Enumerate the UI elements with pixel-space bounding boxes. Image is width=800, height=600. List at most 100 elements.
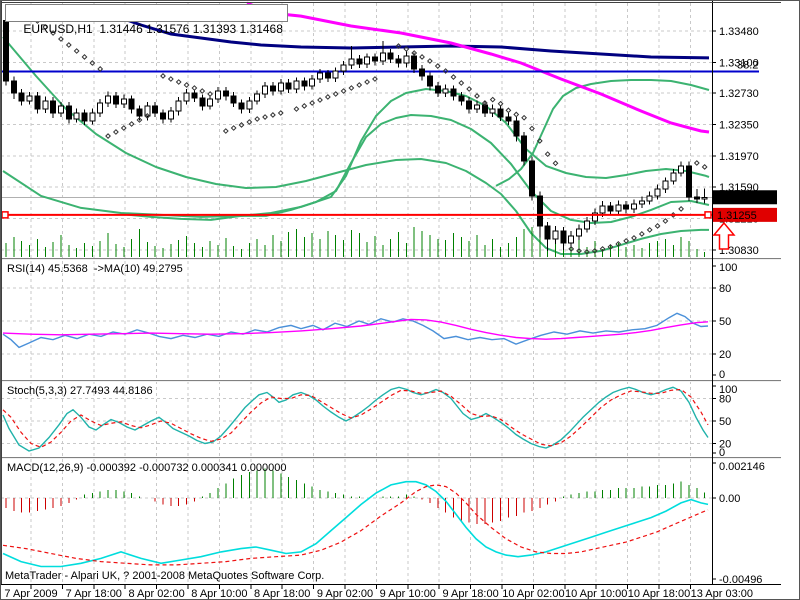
candle-body <box>591 212 598 222</box>
candle-body <box>623 204 630 210</box>
candle-body <box>631 203 637 210</box>
sar-dot <box>576 247 582 254</box>
candle-body <box>262 85 269 95</box>
sar-dot <box>199 88 206 94</box>
candle-body <box>403 55 410 64</box>
sar-dots-layer <box>34 18 708 255</box>
sar-dot <box>160 73 166 79</box>
price-axis-layer: 1.334801.331001.327301.323501.319701.315… <box>712 26 777 586</box>
stoch-k-line <box>2 386 709 452</box>
hline-marker-right[interactable] <box>704 211 712 219</box>
sar-dot <box>105 133 111 139</box>
candle-body <box>395 58 402 64</box>
hline-price-badge-text: 1.31255 <box>717 210 757 222</box>
candle-body <box>654 188 661 197</box>
candle-body <box>340 64 347 72</box>
candle-body <box>230 95 237 104</box>
band-line <box>2 88 710 218</box>
candle-body <box>222 90 229 97</box>
hline-marker-left[interactable] <box>1 211 9 219</box>
time-axis-label: 10 Apr 18:00 <box>628 588 690 600</box>
time-axis-label: 9 Apr 02:00 <box>317 588 373 600</box>
candle-body <box>199 97 206 107</box>
macd-indicator-label: MACD(12,26,9) -0.000392 -0.000732 0.0003… <box>7 462 287 474</box>
sar-dot <box>97 66 104 72</box>
candle-body <box>269 85 276 92</box>
sar-dot <box>183 82 190 88</box>
candle-body <box>10 80 17 94</box>
sar-dot <box>646 226 653 233</box>
sar-dot <box>403 46 410 52</box>
ma-fast-magenta-line <box>246 1 710 134</box>
sar-dot <box>458 80 465 86</box>
candle-body <box>254 93 261 102</box>
sar-dot <box>167 76 174 82</box>
candle-body <box>371 56 378 62</box>
indicator-axis-label: 0.002146 <box>719 461 765 473</box>
indicator-axis-label: 100 <box>719 384 737 396</box>
indicator-axis-label: 0 <box>719 369 725 381</box>
candle-body <box>489 108 496 114</box>
candle-body <box>214 90 221 100</box>
candle-body <box>419 68 426 77</box>
candle-body <box>309 78 316 87</box>
macd-main-line <box>2 480 709 568</box>
sar-dot <box>615 241 622 247</box>
fib-382-label: 38.2 <box>737 60 758 72</box>
sar-dot <box>238 122 245 128</box>
band-line <box>120 114 710 224</box>
price-axis-label: 1.33100 <box>719 57 759 69</box>
candle-body <box>513 120 520 137</box>
indicator-axis-label: 20 <box>719 439 731 451</box>
ohlc-values-label: 1.31446 1.31576 1.31393 1.31468 <box>99 22 283 36</box>
candle-body <box>50 100 57 114</box>
sar-dot <box>505 107 512 114</box>
candle-body <box>481 104 488 114</box>
candle-body <box>246 100 253 110</box>
price-axis-label: 1.33480 <box>719 26 759 38</box>
sar-dot <box>356 82 363 88</box>
candle-body <box>120 98 127 105</box>
time-axis-label: 13 Apr 03:00 <box>691 588 753 600</box>
sar-dot <box>395 43 402 49</box>
candle-body <box>583 220 590 230</box>
rsi-indicator-label: RSI(14) 45.5368 ->MA(10) 49.2795 <box>7 263 183 275</box>
rsi-ma-line <box>2 318 709 340</box>
sar-dot <box>513 111 520 118</box>
time-axis-label: 7 Apr 2009 <box>4 588 57 600</box>
sar-dot <box>50 30 57 36</box>
sar-dot <box>521 114 528 121</box>
symbol-timeframe-label: EURUSD,H1 <box>23 22 93 36</box>
candle-body <box>678 165 685 174</box>
sar-dot <box>277 110 284 116</box>
candle-body <box>646 195 653 202</box>
sar-dot <box>364 79 371 85</box>
sar-dot <box>693 160 700 166</box>
sar-dot <box>623 237 630 244</box>
grid-layer <box>1 3 712 584</box>
candle-body <box>160 112 166 120</box>
price-axis-label: 1.32350 <box>719 119 759 131</box>
indicator-axis-label: 20 <box>719 349 731 361</box>
candle-body <box>144 105 151 117</box>
candle-body <box>576 228 583 237</box>
hline-price-badge <box>713 207 777 222</box>
sar-dot <box>89 60 96 66</box>
candle-body <box>356 58 363 65</box>
sar-dot <box>254 116 261 122</box>
candle-body <box>167 110 174 120</box>
price-axis-label: 1.32730 <box>719 88 759 100</box>
indicator-axis-label: 80 <box>719 283 731 295</box>
candle-body <box>128 98 135 110</box>
indicator-axis-label: 0.00 <box>719 493 740 505</box>
candle-body <box>544 225 551 240</box>
candle-body <box>3 19 9 82</box>
price-axis-label: 1.31970 <box>719 151 759 163</box>
candle-body <box>450 88 457 97</box>
up-arrow-object[interactable] <box>712 221 736 250</box>
indicator-axis-label: -0.00496 <box>719 574 762 586</box>
sar-dot <box>120 125 127 131</box>
sar-dot <box>568 246 575 252</box>
indicator-axis-label: 80 <box>719 394 731 406</box>
time-axis-layer: 7 Apr 2009 7 Apr 18:00 8 Apr 02:00 8 Apr 10… <box>4 585 753 600</box>
